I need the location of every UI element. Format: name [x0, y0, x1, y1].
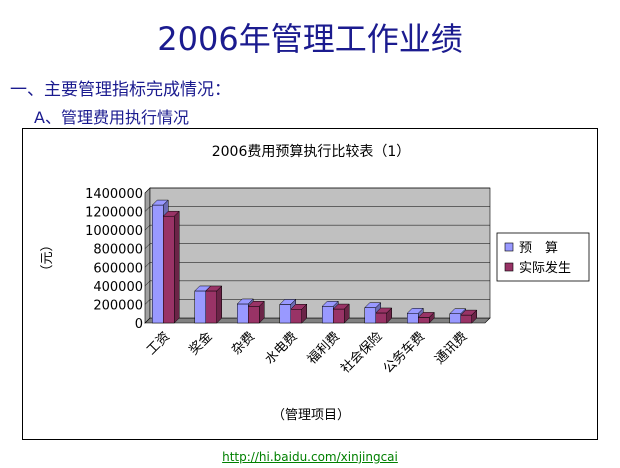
bar-front: [290, 309, 302, 324]
plot-side-wall: [144, 187, 151, 324]
x-axis-label: （管理项目）: [272, 408, 350, 423]
y-tick-label: 200000: [93, 298, 143, 313]
x-tick-label: 水电费: [262, 329, 300, 367]
bar-front: [418, 317, 430, 324]
bar-side: [344, 303, 350, 324]
gridline: [144, 262, 490, 268]
x-tick-label: 福利费: [305, 329, 343, 367]
gridline: [144, 224, 490, 231]
bar-front: [152, 204, 164, 324]
bar-front: [375, 312, 387, 324]
bar-front: [333, 308, 345, 324]
gridline: [144, 206, 490, 212]
sub-heading: A、管理费用执行情况: [34, 108, 189, 127]
bar: [162, 210, 180, 324]
bar-front: [449, 313, 461, 324]
gridline: [144, 243, 490, 249]
bar-front: [194, 290, 206, 324]
x-tick-label: 奖金: [186, 329, 216, 359]
bar: [205, 285, 223, 324]
y-tick-label: 0: [135, 317, 143, 332]
x-tick-label: 工资: [144, 329, 173, 358]
y-axis-label: （元）: [40, 238, 55, 277]
bar-side: [301, 303, 307, 324]
legend-box: [496, 232, 590, 282]
x-tick-label: 通讯费: [432, 329, 470, 367]
y-tick-label: 1400000: [85, 187, 143, 202]
bar: [332, 303, 350, 324]
slide-title: 2006年管理工作业绩: [157, 20, 463, 58]
gridline: [144, 187, 490, 194]
bar-front: [364, 307, 376, 324]
bar-front: [163, 215, 175, 324]
x-tick-label: 社会保险: [337, 329, 385, 377]
gridline: [144, 280, 490, 287]
legend-label: 实际发生: [519, 260, 571, 276]
x-tick-label: 公务车费: [380, 329, 428, 377]
legend-swatch: [504, 262, 514, 272]
x-tick-label: 杂费: [229, 329, 258, 358]
bar: [290, 303, 308, 324]
bar-side: [471, 309, 477, 324]
chart-frame: 2006费用预算执行比较表（1） 0 200000 400000 600000 8000…: [22, 128, 598, 440]
bar-front: [237, 303, 249, 324]
bar-side: [386, 307, 392, 324]
y-tick-label: 600000: [93, 261, 143, 276]
bar-side: [216, 285, 222, 324]
y-tick-label: 800000: [93, 243, 143, 258]
legend-swatch: [504, 242, 514, 252]
bar-side: [259, 300, 265, 324]
bar-side: [429, 311, 435, 324]
bar-chart: 2006费用预算执行比较表（1） 0 200000 400000 600000 8000…: [40, 144, 590, 423]
bar-side: [174, 210, 180, 324]
bar-front: [407, 313, 419, 324]
legend-label: 预 算: [519, 241, 558, 256]
chart-title: 2006费用预算执行比较表（1）: [212, 144, 411, 160]
bar-front: [322, 306, 334, 324]
bar-front: [279, 304, 291, 324]
y-tick-label: 400000: [93, 280, 143, 295]
y-tick-label: 1200000: [85, 206, 143, 221]
bar: [247, 300, 265, 324]
y-tick-label: 1000000: [85, 224, 143, 239]
bar: [375, 307, 393, 324]
gridline: [144, 299, 490, 305]
bar: [417, 311, 435, 324]
footer-link[interactable]: http://hi.baidu.com/xinjingcai: [222, 450, 398, 464]
section-heading: 一、主要管理指标完成情况：: [10, 80, 231, 100]
bar-front: [460, 314, 472, 324]
bar: [460, 309, 478, 324]
bar-front: [248, 306, 260, 324]
bar-front: [205, 290, 217, 324]
